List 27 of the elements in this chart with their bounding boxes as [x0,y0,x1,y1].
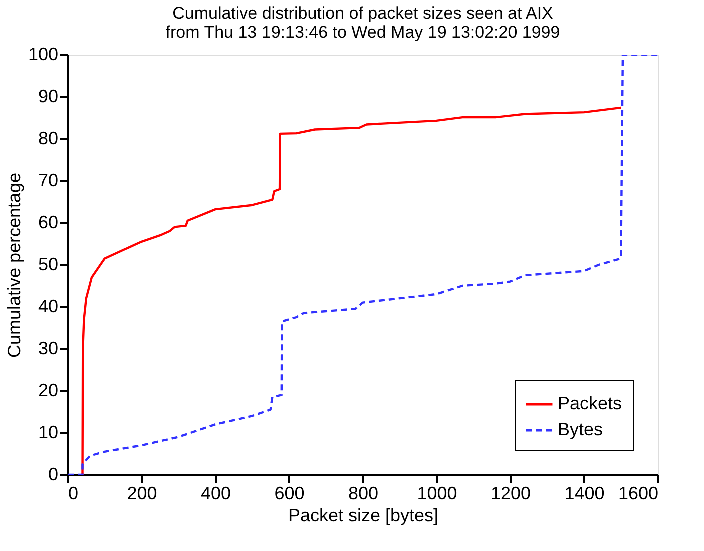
x-tick-label: 1200 [490,484,532,504]
x-tick-label: 800 [348,484,379,504]
x-tick-label: 400 [200,484,232,504]
legend-label: Bytes [558,420,604,440]
y-axis-title: Cumulative percentage [4,172,24,358]
y-tick-label: 40 [38,296,58,316]
y-tick-label: 60 [38,212,58,232]
x-axis-title: Packet size [bytes] [288,506,439,526]
y-tick-label: 50 [38,254,58,274]
y-tick-label: 10 [38,422,58,442]
x-tick-label: 1000 [417,484,458,504]
y-tick-label: 30 [38,338,58,358]
y-tick-label: 0 [48,464,58,484]
line-series [82,106,622,475]
x-tick-label: 200 [127,484,158,504]
chart-subtitle: from Thu 13 19:13:46 to Wed May 19 13:02:20 1999 [166,23,560,42]
y-tick-label: 80 [38,128,58,148]
y-tick-label: 20 [38,380,58,400]
x-tick-label: 600 [274,484,305,504]
y-tick-label: 90 [38,86,58,106]
legend-label: Packets [558,394,622,414]
chart-title: Cumulative distribution of packet sizes seen at AIX [172,4,554,23]
x-tick-label: 1400 [564,484,605,504]
y-tick-label: 70 [38,170,58,190]
x-tick-label: 0 [68,484,79,504]
y-tick-label: 100 [28,44,58,64]
x-tick-label: 1600 [618,484,658,504]
